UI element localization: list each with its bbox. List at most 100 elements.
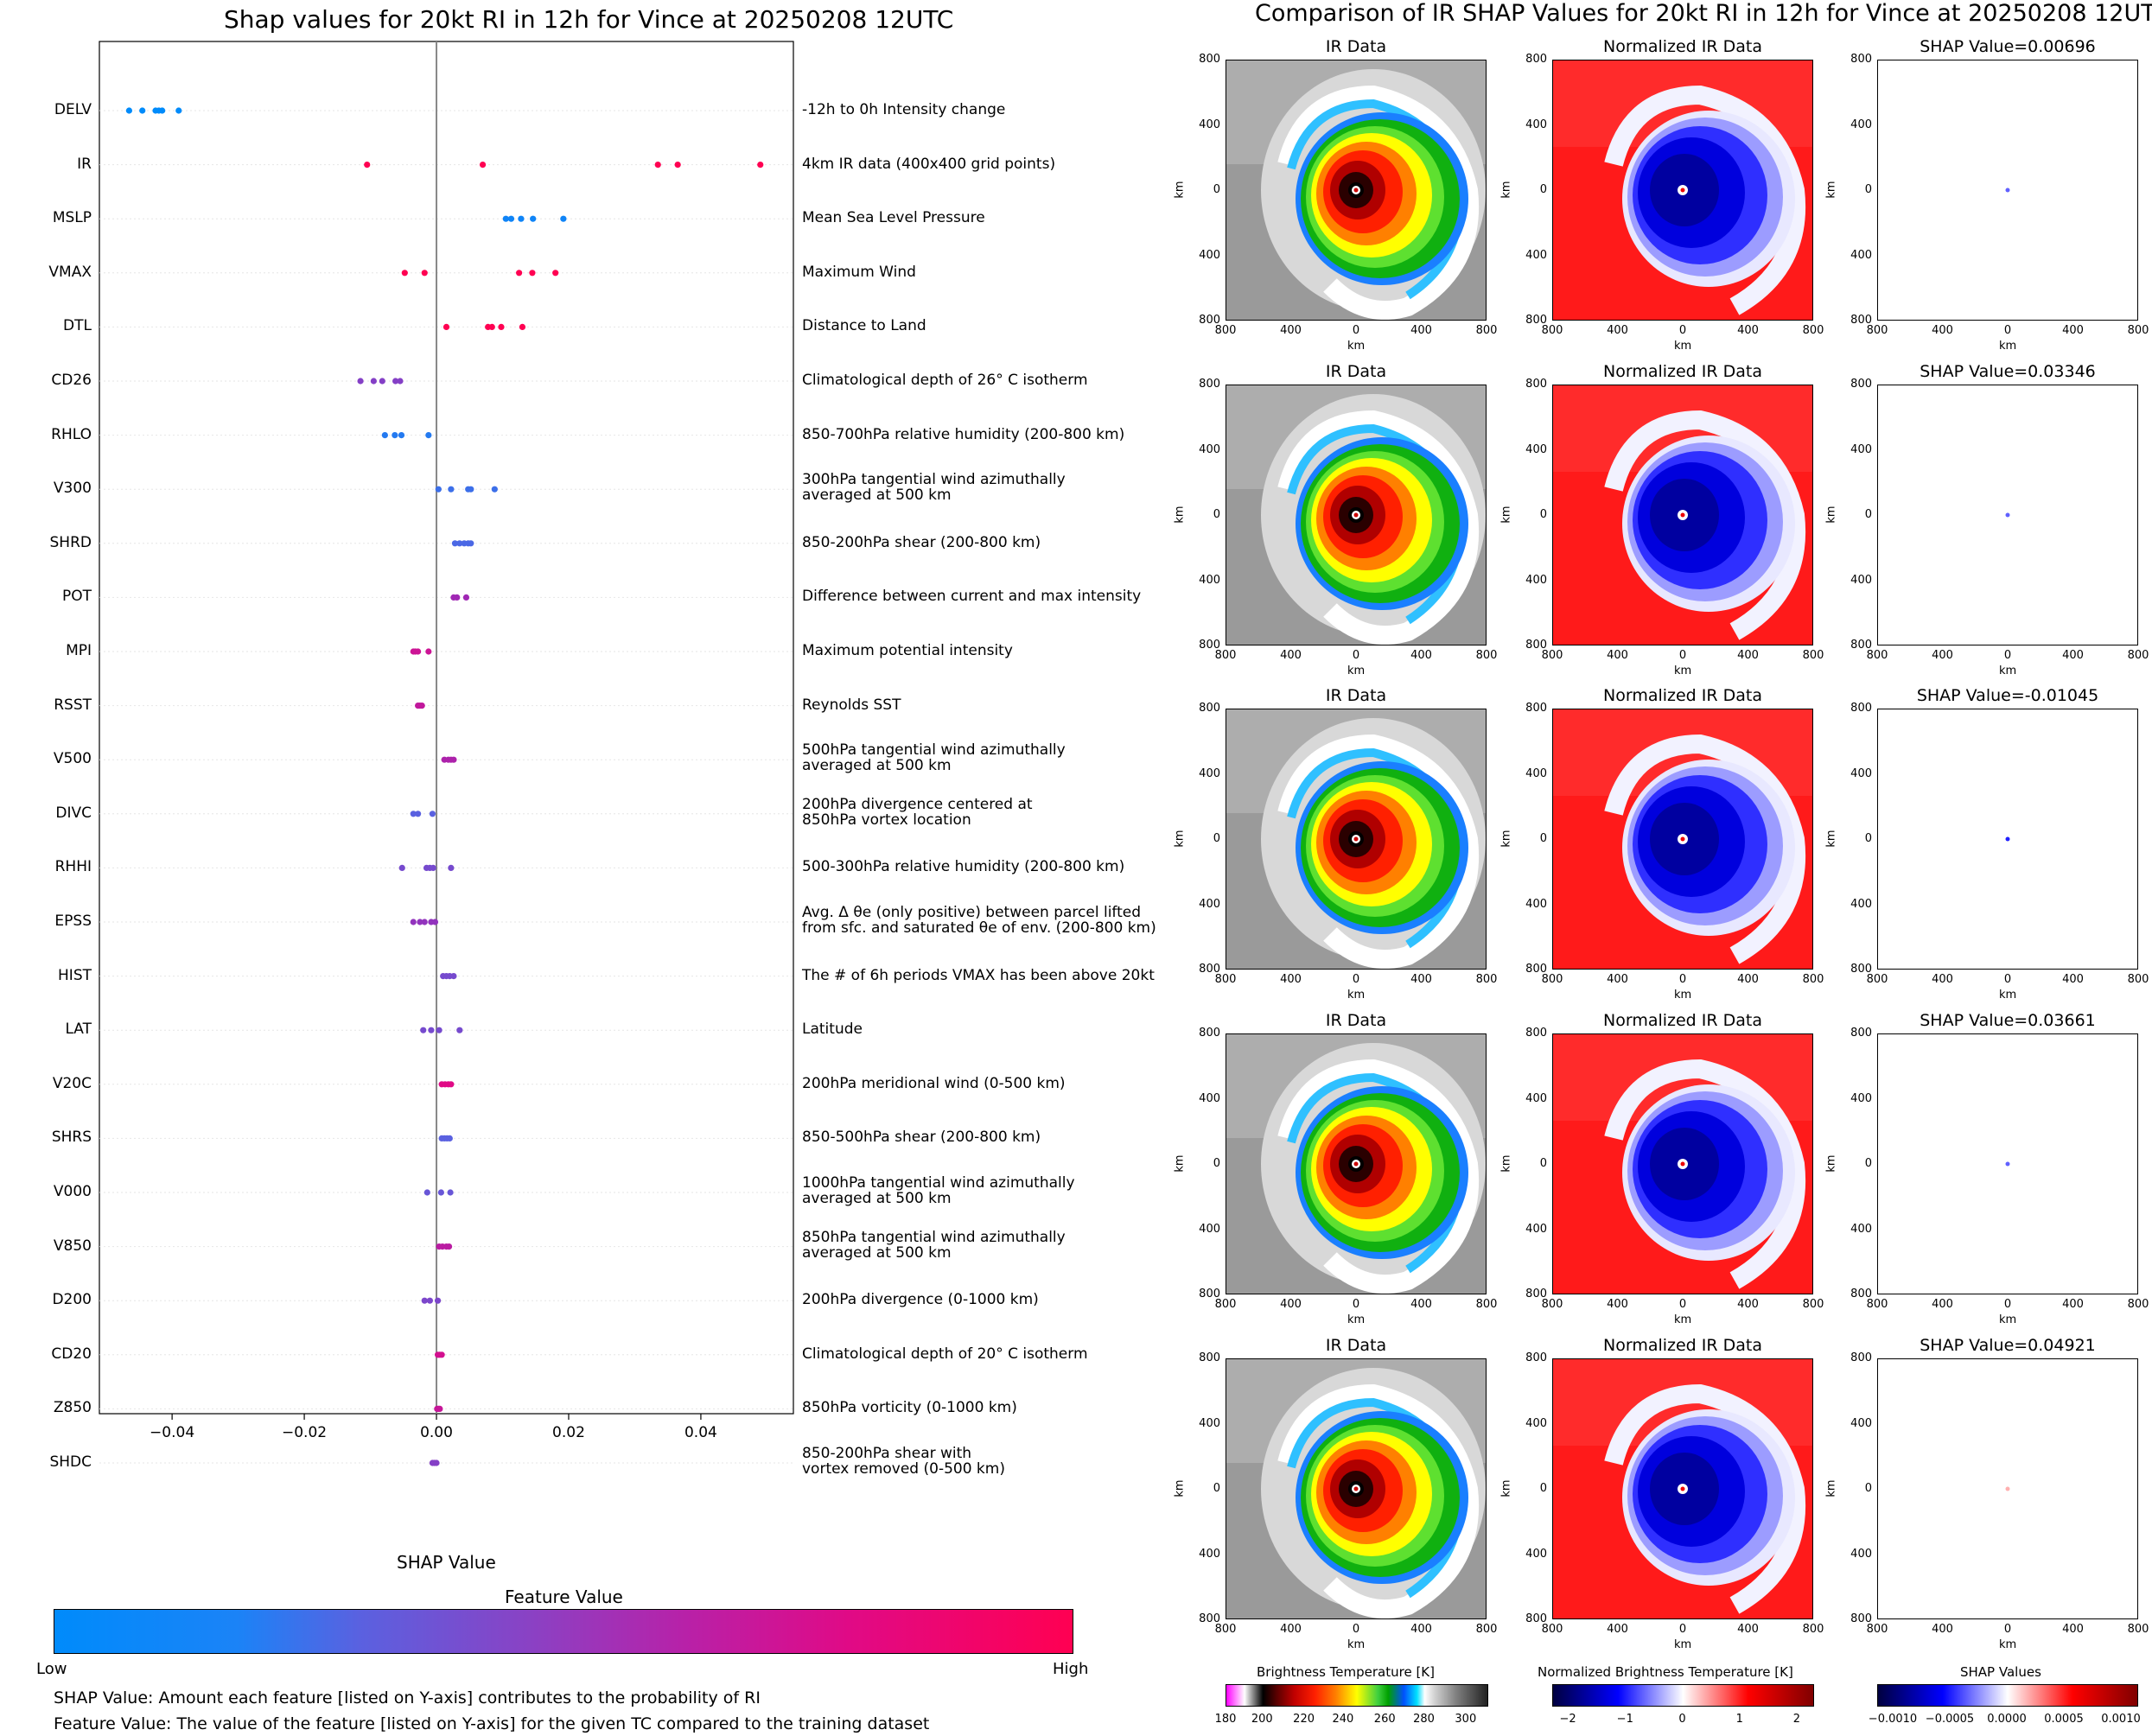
shap-point-pot [462,594,470,601]
x-axis-label: km [1999,665,2017,677]
y-tick-label: 0 [1864,508,1872,521]
shap-point-lat [428,1027,435,1033]
x-tick-label: 0.00 [420,1424,453,1441]
y-axis-label: km [1499,830,1513,848]
x-tick-label: 400 [1932,649,1953,662]
colorbar-tick-label: 220 [1293,1713,1315,1726]
feature-desc-v000: averaged at 500 km [802,1190,952,1207]
shap-point-vmax [516,270,523,277]
x-tick-label: 0.04 [684,1424,717,1441]
shap-value-title: SHAP Value=0.03661 [1920,1011,2096,1030]
norm-image-row-3 [1552,709,1813,970]
right-figure-title: Comparison of IR SHAP Values for 20kt RI… [1255,0,2152,27]
shap-point-mpi [415,648,422,655]
brightness-temperature-colorbar [1226,1684,1488,1707]
shap-point-mslp [560,215,567,222]
shap-values-colorbar [1877,1684,2138,1707]
feature-name-cd20: CD20 [51,1345,92,1363]
shap-point-mslp [507,215,515,222]
y-tick-label: 800 [1199,1351,1220,1364]
x-tick-label: 400 [1737,324,1759,337]
shap-point-delv [175,107,182,114]
y-tick-label: 800 [1850,53,1872,66]
shap-point-cd26 [397,378,404,385]
y-axis-label: km [1499,506,1513,524]
shap-point-z850 [436,1405,443,1412]
y-axis-label: km [1824,830,1838,848]
shap-point-mslp [530,215,537,222]
x-tick-label: 0 [1678,649,1687,662]
y-tick-label: 400 [1850,118,1872,131]
feature-desc-cd20: Climatological depth of 20° C isotherm [802,1345,1088,1363]
shap-point-shdc [433,1459,440,1466]
y-tick-label: 400 [1525,897,1547,911]
x-tick-label: 400 [1737,1623,1759,1636]
shap-point-v000 [447,1189,454,1196]
x-tick-label: 400 [1737,1298,1759,1311]
shap-point-ir [674,162,681,169]
norm-image-row-1 [1552,60,1813,321]
y-axis-label: km [1173,181,1187,199]
shap-point-divc [429,811,436,817]
y-tick-label: 0 [1213,1157,1220,1170]
shap-value-title: SHAP Value=0.03346 [1920,362,2096,381]
shap-point-rhhi [448,864,455,872]
x-tick-label: 400 [2062,973,2084,986]
shap-point-shrd [451,540,459,547]
shap-point-vmax [552,270,559,277]
x-tick-label: 400 [1280,1623,1302,1636]
x-tick-label: 0 [1352,973,1360,986]
x-tick-label: 800 [1866,1298,1888,1311]
shap-point-cd20 [438,1351,445,1358]
feature-desc-d200: 200hPa divergence (0-1000 km) [802,1291,1039,1309]
x-tick-label: 400 [1737,973,1759,986]
y-tick-label: 800 [1525,639,1547,652]
x-tick-label: 400 [1932,973,1953,986]
feature-desc-vmax: Maximum Wind [802,263,916,281]
x-axis-label: km [1999,340,2017,353]
y-axis-label: km [1173,1154,1187,1173]
normalized-ir-title: Normalized IR Data [1603,362,1762,381]
y-tick-label: 800 [1850,702,1872,715]
x-tick-label: 400 [1607,324,1628,337]
shap-point-v300 [491,486,498,493]
x-tick-label: 800 [1866,649,1888,662]
feature-name-rsst: RSST [54,696,92,714]
feature-desc-v300: 300hPa tangential wind azimuthally [802,471,1066,489]
x-tick-label: 800 [1802,649,1824,662]
y-axis-label: km [1824,506,1838,524]
y-tick-label: 800 [1850,963,1872,976]
y-tick-label: 800 [1199,963,1220,976]
y-tick-label: 400 [1199,1416,1220,1430]
shap-point-rhlo [398,432,405,439]
y-tick-label: 400 [1525,442,1547,456]
shap-point-divc [415,811,422,817]
normalized-ir-title: Normalized IR Data [1603,686,1762,705]
shap-point-epss [417,919,423,925]
colorbar-tick-label: 2 [1792,1713,1801,1726]
x-axis-label: km [1999,1638,2017,1651]
x-tick-label: 400 [1410,1298,1432,1311]
shap-point-delv [159,107,166,114]
feature-name-hist: HIST [58,966,92,984]
colorbar-tick-label: 280 [1413,1713,1435,1726]
feature-desc-z850: 850hPa vorticity (0-1000 km) [802,1399,1017,1417]
x-tick-label: 0.02 [552,1424,585,1441]
x-tick-label: 400 [2062,324,2084,337]
x-tick-label: 400 [1607,973,1628,986]
y-tick-label: 400 [1850,248,1872,262]
y-tick-label: 800 [1199,639,1220,652]
feature-desc-v850: averaged at 500 km [802,1243,952,1262]
y-tick-label: 0 [1539,183,1547,196]
x-tick-label: 400 [1280,1298,1302,1311]
shap-value-title: SHAP Value=-0.01045 [1916,686,2099,705]
shap-point-hist [450,973,457,980]
shap-point-v000 [423,1189,430,1196]
shap-point-mslp [518,215,525,222]
y-tick-label: 400 [1199,248,1220,262]
feature-name-mslp: MSLP [52,209,92,227]
colorbar-tick-label: 260 [1373,1713,1396,1726]
x-tick-label: 0 [2003,1623,2012,1636]
x-tick-label: 800 [1214,1623,1237,1636]
norm-image-row-4 [1552,1033,1813,1294]
